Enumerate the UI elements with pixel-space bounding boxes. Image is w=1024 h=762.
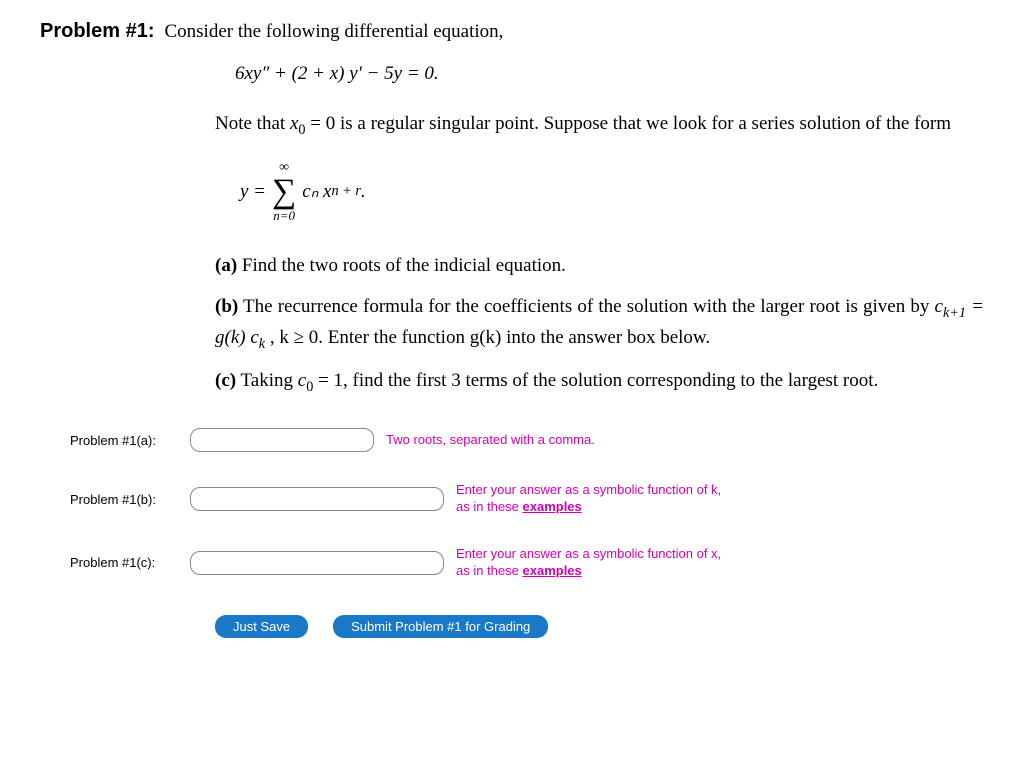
hint-c-link[interactable]: examples bbox=[523, 563, 582, 578]
rec-c1: c bbox=[935, 296, 943, 317]
note-eq: = 0 is a regular singular point. Suppose… bbox=[306, 113, 952, 134]
c0: c bbox=[298, 370, 306, 391]
answer-input-b[interactable] bbox=[190, 487, 444, 511]
note-sub0: 0 bbox=[298, 122, 305, 138]
buttons-row: Just Save Submit Problem #1 for Grading bbox=[215, 615, 984, 638]
part-c-post: = 1, find the first 3 terms of the solut… bbox=[313, 370, 878, 391]
series-term: cₙ x bbox=[302, 180, 331, 203]
answer-input-a[interactable] bbox=[190, 428, 374, 452]
problem-header: Problem #1: Consider the following diffe… bbox=[40, 20, 984, 43]
part-b: (b) The recurrence formula for the coeff… bbox=[215, 293, 984, 355]
part-a: (a) Find the two roots of the indicial e… bbox=[215, 252, 984, 281]
series-exp: n + r bbox=[331, 183, 360, 200]
answer-row-c: Problem #1(c): Enter your answer as a sy… bbox=[70, 546, 984, 580]
note-pre: Note that bbox=[215, 113, 290, 134]
rec-sub1: k+1 bbox=[943, 304, 966, 320]
part-a-label: (a) bbox=[215, 255, 237, 276]
part-b-post: , k ≥ 0. Enter the function g(k) into th… bbox=[265, 327, 710, 348]
series-dot: . bbox=[361, 181, 366, 203]
problem-title: Problem #1: bbox=[40, 20, 154, 43]
part-c-pre: Taking bbox=[236, 370, 298, 391]
answer-label-b: Problem #1(b): bbox=[70, 492, 190, 507]
sigma-symbol: ∑ bbox=[272, 175, 296, 209]
differential-equation: 6xy″ + (2 + x) y′ − 5y = 0. bbox=[235, 63, 984, 85]
answer-label-c: Problem #1(c): bbox=[70, 555, 190, 570]
part-b-label: (b) bbox=[215, 296, 238, 317]
part-c: (c) Taking c0 = 1, find the first 3 term… bbox=[215, 367, 984, 398]
note-block: Note that x0 = 0 is a regular singular p… bbox=[215, 110, 984, 141]
part-b-pre: The recurrence formula for the coefficie… bbox=[238, 296, 934, 317]
hint-b: Enter your answer as a symbolic function… bbox=[456, 482, 736, 516]
sigma-bot: n=0 bbox=[273, 209, 295, 222]
series-y: y = bbox=[240, 181, 266, 203]
hint-a: Two roots, separated with a comma. bbox=[386, 432, 595, 449]
answer-input-c[interactable] bbox=[190, 551, 444, 575]
hint-c-pre: Enter your answer as a symbolic function… bbox=[456, 546, 721, 578]
equation-text: 6xy″ + (2 + x) y′ − 5y = 0. bbox=[235, 63, 439, 84]
hint-b-link[interactable]: examples bbox=[523, 499, 582, 514]
hint-c: Enter your answer as a symbolic function… bbox=[456, 546, 736, 580]
series-equation: y = ∞ ∑ n=0 cₙ xn + r. bbox=[240, 161, 984, 222]
part-a-text: Find the two roots of the indicial equat… bbox=[237, 255, 566, 276]
answer-row-a: Problem #1(a): Two roots, separated with… bbox=[70, 428, 984, 452]
hint-b-pre: Enter your answer as a symbolic function… bbox=[456, 482, 721, 514]
answer-label-a: Problem #1(a): bbox=[70, 433, 190, 448]
answer-row-b: Problem #1(b): Enter your answer as a sy… bbox=[70, 482, 984, 516]
just-save-button[interactable]: Just Save bbox=[215, 615, 308, 638]
submit-button[interactable]: Submit Problem #1 for Grading bbox=[333, 615, 548, 638]
sigma-block: ∞ ∑ n=0 bbox=[272, 161, 296, 222]
problem-intro: Consider the following differential equa… bbox=[164, 21, 503, 43]
part-c-label: (c) bbox=[215, 370, 236, 391]
